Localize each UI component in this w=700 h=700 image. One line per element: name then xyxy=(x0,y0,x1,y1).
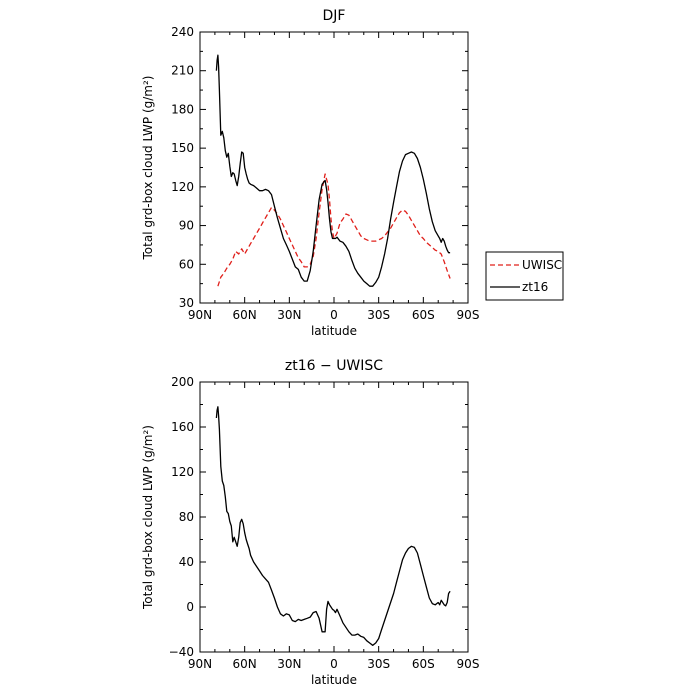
y-tick-label: 210 xyxy=(171,64,194,78)
x-tick-label: 60S xyxy=(412,657,435,671)
y-tick-label: 60 xyxy=(179,257,194,271)
y-tick-label: 200 xyxy=(171,375,194,389)
x-tick-label: 60N xyxy=(233,308,257,322)
legend-label: zt16 xyxy=(522,280,548,294)
chart-panel-1: 90N 60N 30N 0 30S 60S 90S 30 60 90 120 150 180 210 240… xyxy=(141,8,564,338)
chart-panel-2: 90N 60N 30N 0 30S 60S 90S −40 0 40 80 120 160 200 zt16… xyxy=(141,358,479,687)
y-tick-label: 40 xyxy=(179,555,194,569)
y-tick-label: −40 xyxy=(169,645,194,659)
y-tick-label: 30 xyxy=(179,296,194,310)
y-tick-label: 180 xyxy=(171,102,194,116)
x-tick-label: 0 xyxy=(330,657,338,671)
y-axis-label: Total grd-box cloud LWP (g/m²) xyxy=(141,425,155,610)
x-tick-label: 90N xyxy=(188,308,212,322)
y-tick-label: 90 xyxy=(179,219,194,233)
x-tick-label: 0 xyxy=(330,308,338,322)
chart-title: zt16 − UWISC xyxy=(285,358,383,374)
x-axis-label: latitude xyxy=(311,324,357,338)
legend-box xyxy=(485,251,564,301)
y-tick-label: 120 xyxy=(171,180,194,194)
y-tick-label: 240 xyxy=(171,25,194,39)
x-tick-label: 60N xyxy=(233,657,257,671)
series-line-series xyxy=(215,406,451,646)
y-tick-label: 0 xyxy=(186,600,194,614)
x-tick-label: 30S xyxy=(367,308,390,322)
y-tick-label: 80 xyxy=(179,510,194,524)
x-tick-label: 60S xyxy=(412,308,435,322)
y-tick-label: 160 xyxy=(171,420,194,434)
x-tick-label: 90S xyxy=(457,308,480,322)
y-axis-label: Total grd-box cloud LWP (g/m²) xyxy=(141,76,155,261)
series-line-uwisc xyxy=(217,173,451,287)
x-tick-label: 30S xyxy=(367,657,390,671)
x-tick-label: 30N xyxy=(277,657,301,671)
y-tick-label: 120 xyxy=(171,465,194,479)
y-tick-label: 150 xyxy=(171,141,194,155)
series-line-zt16 xyxy=(215,54,451,287)
legend: UWISC zt16 xyxy=(485,251,564,301)
chart-title: DJF xyxy=(323,8,346,24)
x-axis-label: latitude xyxy=(311,673,357,687)
x-tick-label: 30N xyxy=(277,308,301,322)
x-tick-label: 90S xyxy=(457,657,480,671)
legend-label: UWISC xyxy=(522,258,562,272)
x-tick-label: 90N xyxy=(188,657,212,671)
